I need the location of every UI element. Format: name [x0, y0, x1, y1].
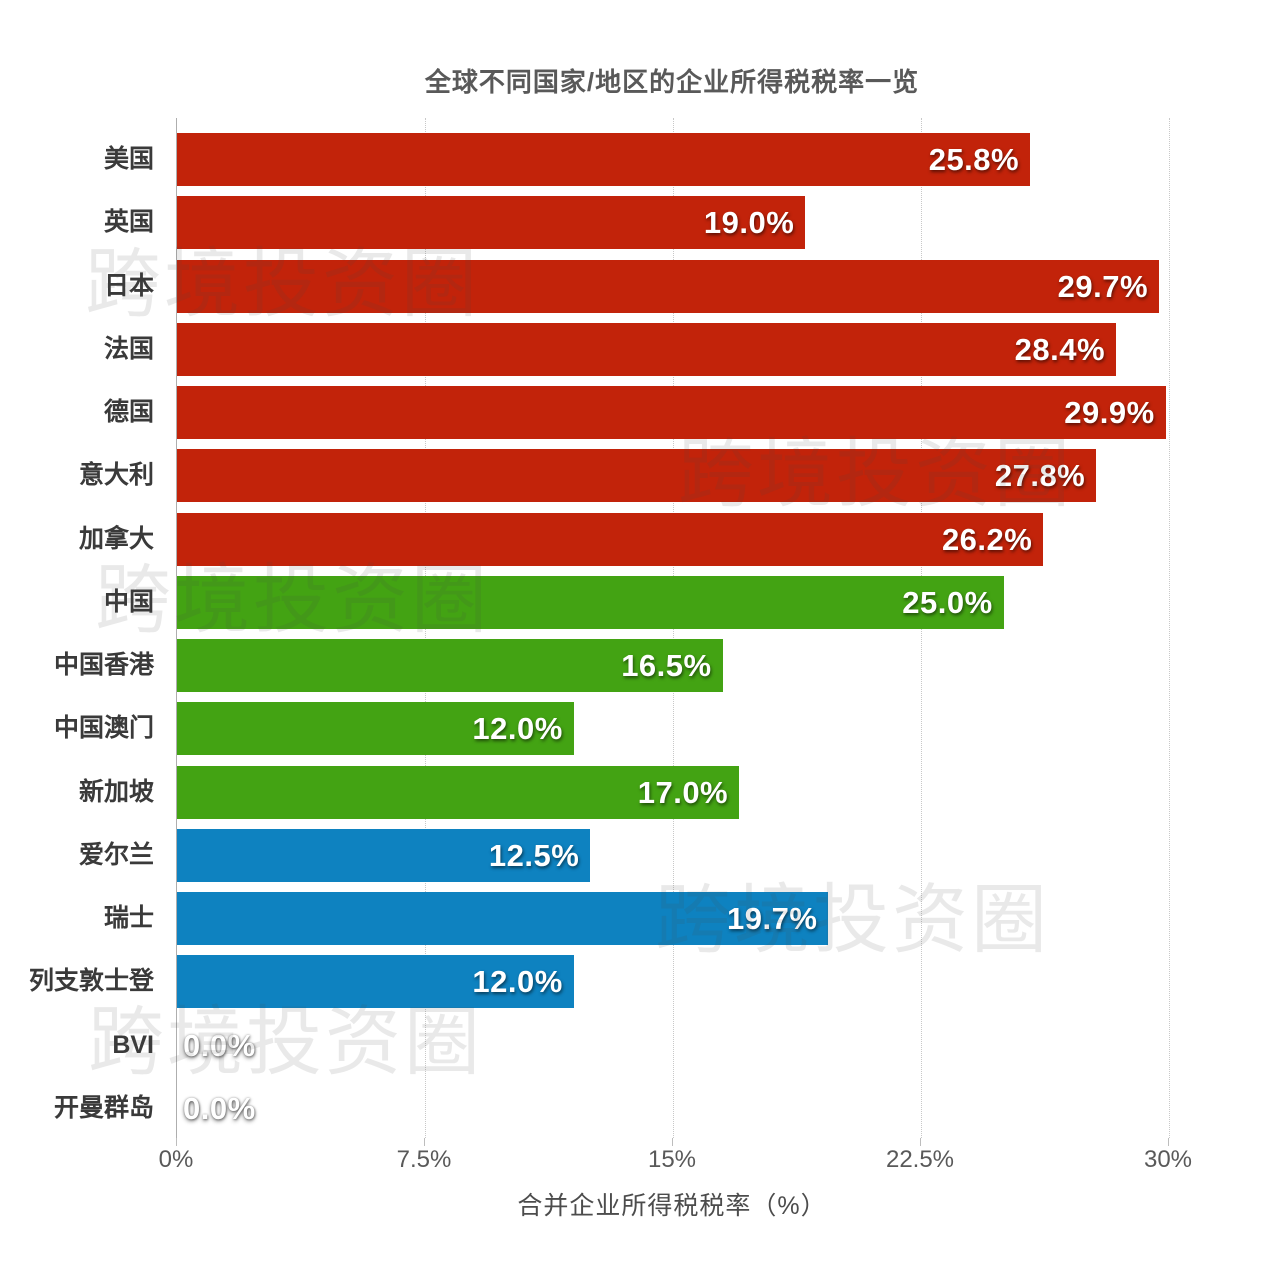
category-label: 德国 — [103, 398, 154, 426]
category-label: 美国 — [103, 145, 154, 173]
bar: 12.5% — [177, 828, 591, 882]
category-label: 英国 — [103, 208, 154, 237]
category-label: 列支敦士登 — [28, 967, 154, 996]
category-label: 爱尔兰 — [78, 840, 154, 869]
x-axis-title: 合并企业所得税税率（%） — [517, 1192, 827, 1220]
x-tick-label: 0% — [158, 1146, 194, 1173]
axis-tick — [424, 1138, 425, 1146]
bar: 19.0% — [177, 196, 806, 250]
bar-value-label: 25.8% — [928, 142, 1020, 177]
bar-value-label: 16.5% — [621, 648, 712, 683]
bar: 26.2% — [177, 512, 1044, 566]
gridline — [1169, 118, 1170, 1138]
bar: 19.7% — [177, 892, 829, 945]
bar-value-label: 27.8% — [994, 458, 1086, 494]
category-label: 加拿大 — [78, 524, 154, 553]
axis-tick — [672, 1138, 673, 1146]
axis-tick — [176, 1138, 177, 1146]
category-label: 中国 — [103, 587, 154, 616]
category-label: 日本 — [103, 271, 154, 300]
bar: 12.0% — [177, 955, 574, 1009]
category-label: 中国香港 — [53, 651, 154, 679]
bar: 25.8% — [177, 133, 1031, 186]
bar: 28.4% — [177, 322, 1117, 376]
bar-value-label: 29.7% — [1057, 268, 1149, 304]
bar: 17.0% — [177, 765, 740, 819]
category-label: 新加坡 — [78, 777, 154, 806]
category-label: BVI — [112, 1030, 154, 1059]
bar-value-label: 12.5% — [488, 837, 580, 873]
x-tick-label: 22.5% — [885, 1146, 955, 1173]
bar-value-label: 28.4% — [1014, 331, 1106, 367]
axis-tick — [1168, 1138, 1169, 1146]
category-label: 开曼群岛 — [53, 1093, 154, 1122]
bar: 29.7% — [177, 259, 1160, 313]
bar-value-label: 12.0% — [472, 964, 563, 1000]
bar-value-label: 17.0% — [637, 774, 729, 810]
category-label: 瑞士 — [103, 904, 154, 932]
bar-value-label: 0.0% — [183, 1027, 256, 1063]
category-label: 意大利 — [78, 461, 154, 490]
bar-value-label: 29.9% — [1064, 395, 1155, 430]
bar-value-label: 25.0% — [902, 584, 993, 620]
x-tick-label: 30% — [1143, 1146, 1193, 1173]
bar: 25.0% — [177, 575, 1004, 629]
bar: 16.5% — [177, 639, 723, 692]
x-tick-label: 7.5% — [396, 1146, 452, 1173]
x-tick-label: 15% — [647, 1146, 697, 1173]
bar-value-label: 19.7% — [727, 901, 818, 936]
category-label: 法国 — [103, 334, 154, 363]
bar: 12.0% — [177, 702, 574, 756]
axis-tick — [920, 1138, 921, 1146]
bar-value-label: 0.0% — [183, 1090, 256, 1126]
bar: 29.9% — [177, 386, 1166, 439]
bar-value-label: 19.0% — [703, 205, 795, 241]
bar-value-label: 26.2% — [941, 521, 1033, 557]
chart-title: 全球不同国家/地区的企业所得税税率一览 — [424, 67, 920, 97]
bar-value-label: 12.0% — [472, 711, 563, 747]
bar: 27.8% — [177, 449, 1097, 503]
category-label: 中国澳门 — [53, 714, 154, 743]
